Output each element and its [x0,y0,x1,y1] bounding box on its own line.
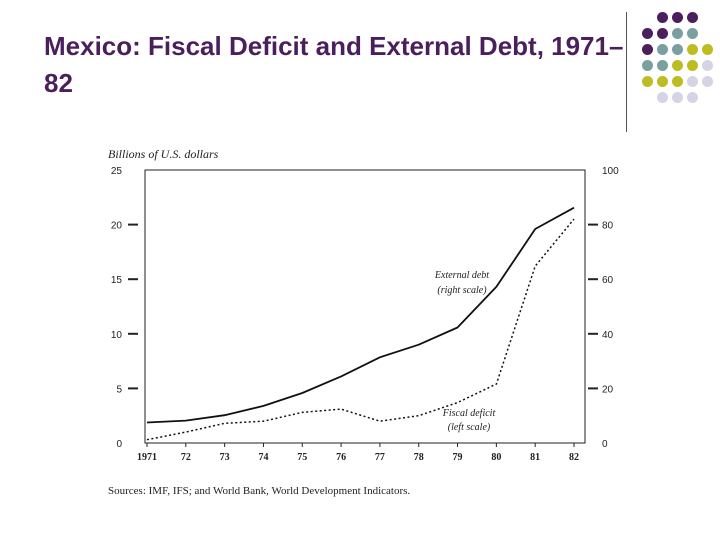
decorative-dot [687,28,698,39]
fiscal-deficit-sublabel: (left scale) [448,422,491,433]
decorative-dot [672,12,683,23]
series-lines [146,206,575,441]
right-tick-label: 80 [602,221,614,232]
left-tick-label: 0 [116,439,122,450]
right-tick-label: 20 [602,384,614,395]
x-tick-label: 81 [530,452,540,463]
decorative-dot [672,28,683,39]
decorative-dot [687,12,698,23]
external-debt-sublabel: (right scale) [437,285,487,296]
decorative-dot [672,76,683,87]
x-tick-label: 72 [181,452,191,463]
decorative-dot [702,76,713,87]
right-tick-label: 40 [602,330,614,341]
external-debt-line [146,206,575,424]
fiscal-deficit-label: Fiscal deficit [442,408,496,419]
decorative-dot [642,60,653,71]
decorative-dot [657,92,668,103]
decorative-dot [687,76,698,87]
left-tick-label: 15 [111,275,123,286]
left-tick-label: 10 [111,330,123,341]
x-tick-label: 74 [258,452,268,463]
decorative-dot [702,44,713,55]
decorative-dot [672,44,683,55]
decorative-dot [687,92,698,103]
decorative-dot [657,12,668,23]
x-tick-label: 80 [491,452,501,463]
plot-frame [144,169,586,444]
decorative-dot [657,60,668,71]
decorative-dot [657,44,668,55]
external-debt-label: External debt [434,270,489,281]
left-tick-label: 20 [111,221,123,232]
left-axis-ticks: 0 5 10 15 20 25 [111,166,138,450]
fiscal-deficit-line [146,218,575,441]
y-axis-label: Billions of U.S. dollars [108,147,219,161]
decorative-dot [642,44,653,55]
x-tick-label: 76 [336,452,346,463]
decorative-dot [702,60,713,71]
right-axis-ticks: 0 20 40 60 80 100 [588,166,619,450]
x-tick-label: 75 [297,452,307,463]
decorative-dot [657,28,668,39]
decorative-dot [642,28,653,39]
x-tick-label: 77 [375,452,385,463]
x-tick-label: 78 [414,452,424,463]
right-tick-label: 100 [602,166,619,177]
right-tick-label: 0 [602,439,608,450]
x-tick-label: 79 [453,452,463,463]
x-tick-label: 82 [569,452,579,463]
x-tick-label: 1971 [137,452,157,463]
decorative-dot [687,60,698,71]
left-tick-label: 5 [116,384,122,395]
decorative-dot [687,44,698,55]
left-tick-label: 25 [111,166,123,177]
decorative-dot [672,60,683,71]
right-tick-label: 60 [602,275,614,286]
decorative-dot [672,92,683,103]
source-note: Sources: IMF, IFS; and World Bank, World… [108,485,410,497]
slide-title: Mexico: Fiscal Deficit and External Debt… [44,31,624,98]
decorative-dot [642,76,653,87]
x-tick-label: 73 [220,452,230,463]
x-axis-ticks: 1971 72 73 74 75 76 77 78 79 80 81 82 [137,443,579,463]
decorative-dot [657,76,668,87]
title-divider [626,12,627,132]
